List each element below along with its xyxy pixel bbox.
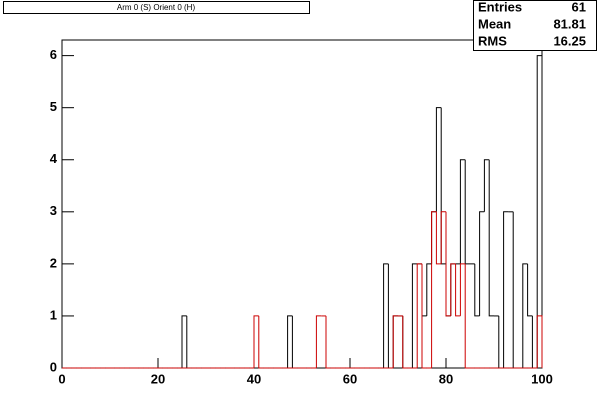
histogram-bin [258,315,264,369]
histogram-bin [536,55,543,368]
y-tick-label: 1 [50,307,57,322]
histogram-bin [450,263,456,316]
y-tick-label: 2 [50,255,57,270]
histogram-bin [459,159,466,264]
histogram-bin [440,211,446,264]
histogram-bin [488,159,494,317]
histogram-bin [479,211,485,316]
histogram-bin [421,263,427,369]
stats-value: 16.25 [553,33,586,48]
histogram-bin [474,263,480,317]
histogram-bin [383,263,389,368]
title-box [3,1,310,14]
histogram-bin [527,263,533,317]
histogram-bin [253,315,259,368]
histogram-bin [464,263,470,369]
stats-label: RMS [478,33,507,48]
histogram-bin [431,211,437,368]
stats-value: 61 [572,0,586,14]
stats-box [473,0,597,51]
histogram-bin [426,263,432,316]
stats-label: Mean [478,16,511,31]
histogram-bin [503,211,509,368]
x-tick-label: 0 [58,371,65,386]
histogram-bin [325,315,331,369]
histogram-bin [181,315,187,368]
histogram-bin [402,315,408,369]
histogram-bin [435,211,442,265]
stats-value: 81.81 [553,16,586,31]
histogram-bin [445,211,451,317]
y-tick-label: 0 [50,359,57,374]
x-tick-label: 20 [151,371,165,386]
stats-label: Entries [478,0,522,14]
y-tick-label: 4 [50,151,58,166]
histogram-bin [315,315,322,368]
x-tick-label: 80 [439,371,453,386]
histogram-bin [392,315,398,368]
histogram-bin [411,263,418,368]
x-tick-label: 60 [343,371,357,386]
x-tick-label: 40 [247,371,261,386]
histogram-bin [459,263,466,316]
histogram-bin [536,315,543,368]
histogram-bin [522,263,528,368]
x-tick-label: 100 [531,371,553,386]
histogram-bin [287,315,293,368]
y-tick-label: 6 [50,47,57,62]
y-tick-label: 3 [50,203,57,218]
histogram-bin [435,107,442,212]
histogram-bin [455,263,461,317]
chart-title: Arm 0 (S) Orient 0 (H) [117,3,196,12]
y-tick-label: 5 [50,99,57,114]
histogram-bin [483,159,490,212]
histogram-bin [416,263,422,368]
